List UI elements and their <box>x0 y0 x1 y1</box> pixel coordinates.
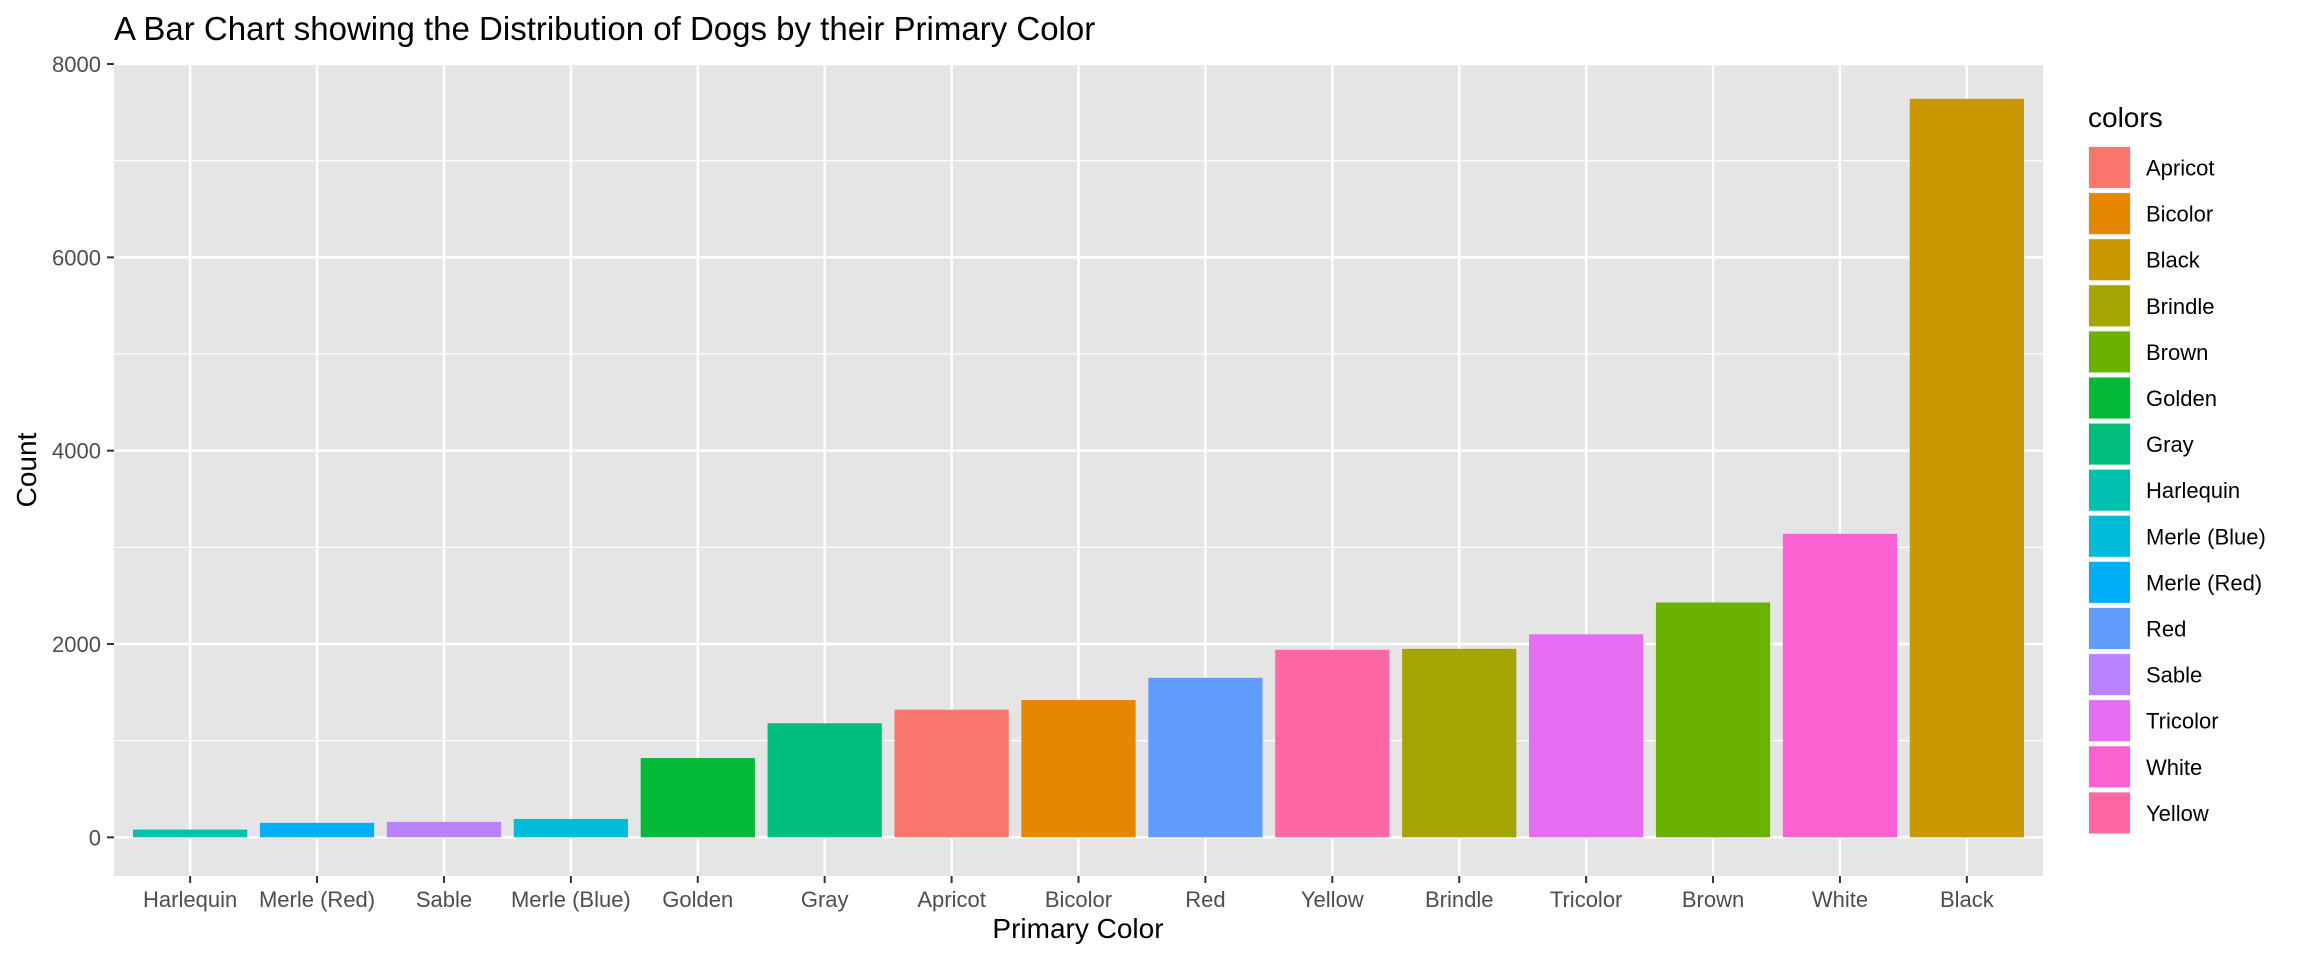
y-tick-label: 4000 <box>52 439 101 464</box>
bar-black <box>1909 98 2024 838</box>
legend-swatch <box>2089 700 2130 742</box>
x-tick-label: Merle (Blue) <box>511 887 631 912</box>
legend-label: Bicolor <box>2146 202 2213 227</box>
chart-title: A Bar Chart showing the Distribution of … <box>114 10 1095 47</box>
legend-label: Tricolor <box>2146 709 2219 734</box>
y-axis: 0 2000 4000 6000 8000 <box>52 52 114 850</box>
legend-label: White <box>2146 755 2202 780</box>
y-tick-label: 6000 <box>52 245 101 270</box>
legend-label: Apricot <box>2146 156 2214 181</box>
x-tick-label: Tricolor <box>1550 887 1623 912</box>
x-tick-label: Golden <box>662 887 733 912</box>
bar-bicolor <box>1021 700 1136 838</box>
legend-label: Yellow <box>2146 801 2209 826</box>
legend-label: Sable <box>2146 663 2202 688</box>
bar-tricolor <box>1529 634 1644 838</box>
bar-apricot <box>894 709 1009 838</box>
legend-swatch <box>2089 746 2130 788</box>
x-tick-label: Black <box>1940 887 1995 912</box>
y-axis-title: Count <box>11 432 42 507</box>
x-axis: Harlequin Merle (Red) Sable Merle (Blue) Gol… <box>143 876 1995 912</box>
legend-swatch <box>2089 147 2130 188</box>
legend-label: Golden <box>2146 386 2217 411</box>
legend-swatch <box>2089 377 2130 419</box>
bar-harlequin <box>133 829 248 838</box>
x-tick-label: Merle (Red) <box>259 887 375 912</box>
y-tick-label: 2000 <box>52 632 101 657</box>
bar-yellow <box>1275 649 1390 838</box>
x-tick-label: Gray <box>801 887 849 912</box>
bar-sable <box>386 821 502 838</box>
x-tick-label: Apricot <box>917 887 985 912</box>
x-tick-label: Harlequin <box>143 887 237 912</box>
bar-golden <box>640 758 755 838</box>
legend-swatch <box>2089 515 2130 557</box>
legend-swatch <box>2089 331 2130 373</box>
x-tick-label: Brown <box>1682 887 1744 912</box>
x-tick-label: Brindle <box>1425 887 1493 912</box>
legend: colors Apricot Bicolor Black Brindle Brown Go… <box>2088 102 2266 835</box>
x-tick-label: Yellow <box>1301 887 1364 912</box>
legend-label: Brindle <box>2146 294 2214 319</box>
legend-swatch <box>2089 239 2130 281</box>
bar-merle-blue <box>513 818 628 838</box>
bars <box>133 98 2024 838</box>
legend-swatch <box>2089 423 2130 465</box>
legend-swatch <box>2089 654 2130 696</box>
legend-swatch <box>2089 561 2130 603</box>
bar-merle-red <box>259 822 375 838</box>
legend-label: Harlequin <box>2146 478 2240 503</box>
legend-swatch <box>2089 792 2130 834</box>
legend-label: Merle (Red) <box>2146 570 2262 595</box>
legend-label: Brown <box>2146 340 2208 365</box>
legend-swatch <box>2089 193 2130 235</box>
bar-white <box>1782 533 1898 838</box>
legend-label: Black <box>2146 248 2201 273</box>
x-tick-label: Sable <box>416 887 472 912</box>
bar-brindle <box>1402 648 1517 838</box>
bar-gray <box>767 723 882 838</box>
legend-swatch <box>2089 469 2130 511</box>
x-tick-label: Red <box>1185 887 1225 912</box>
legend-swatch <box>2089 608 2130 649</box>
y-tick-label: 0 <box>89 825 101 850</box>
bar-red <box>1148 677 1263 838</box>
legend-title: colors <box>2088 102 2163 133</box>
y-tick-label: 8000 <box>52 52 101 77</box>
x-tick-label: White <box>1812 887 1868 912</box>
x-tick-label: Bicolor <box>1045 887 1112 912</box>
x-axis-title: Primary Color <box>992 913 1163 944</box>
legend-label: Gray <box>2146 432 2194 457</box>
bar-brown <box>1655 602 1771 838</box>
legend-label: Red <box>2146 617 2186 642</box>
legend-label: Merle (Blue) <box>2146 524 2266 549</box>
legend-swatch <box>2089 285 2130 327</box>
